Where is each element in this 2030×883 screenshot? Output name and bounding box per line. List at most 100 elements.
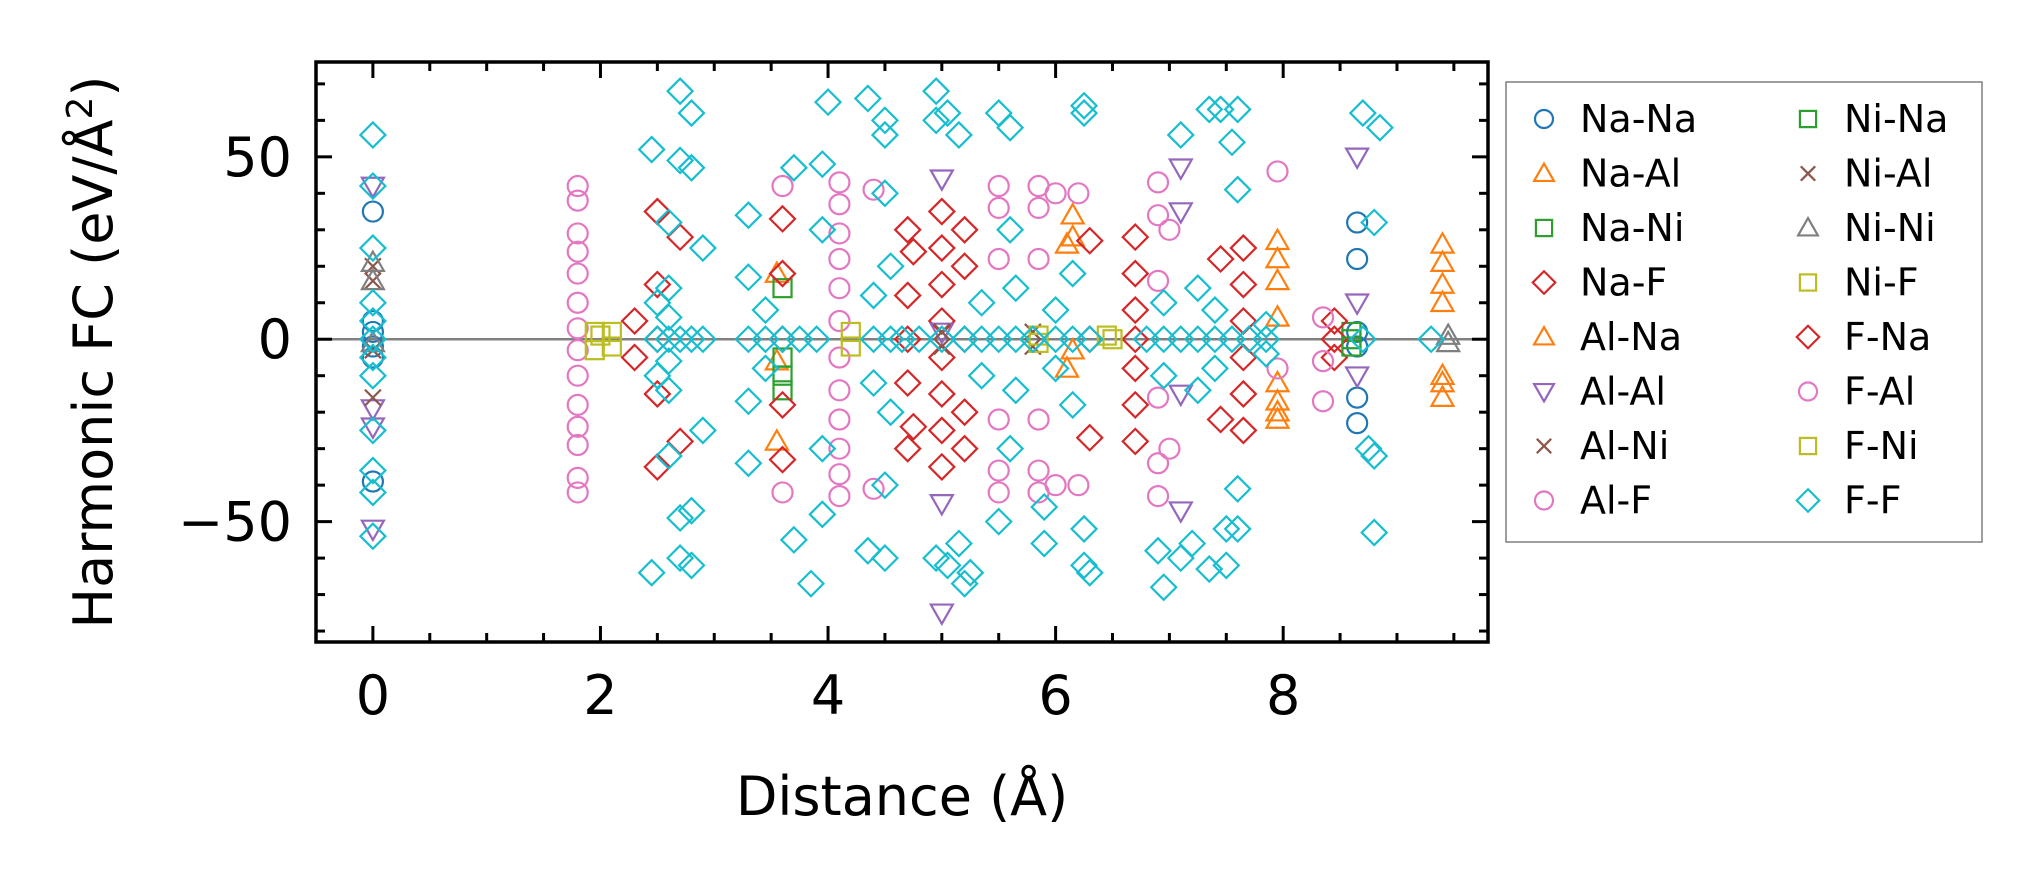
- data-point: [1266, 160, 1289, 183]
- legend-label: Na-Ni: [1580, 206, 1684, 250]
- data-point: [828, 408, 851, 431]
- data-point: [828, 437, 851, 460]
- data-point: [772, 380, 793, 401]
- data-point: [987, 408, 1010, 431]
- data-point: [967, 361, 996, 390]
- data-point: [1044, 182, 1067, 205]
- data-point: [1167, 384, 1194, 408]
- data-point: [1018, 325, 1047, 354]
- data-point: [358, 325, 387, 354]
- data-point: [1070, 99, 1099, 128]
- data-point: [1183, 376, 1212, 405]
- legend-item: F-Ni: [1798, 424, 1919, 468]
- legend-marker: [1797, 381, 1819, 402]
- data-point: [1041, 295, 1070, 325]
- data-points: [358, 77, 1462, 627]
- data-point: [1001, 274, 1030, 303]
- data-point: [734, 449, 763, 478]
- data-point: [1121, 354, 1150, 383]
- data-point: [967, 288, 996, 317]
- data-point: [1229, 416, 1258, 445]
- data-point: [654, 441, 683, 471]
- data-point: [1223, 474, 1252, 503]
- data-point: [927, 197, 956, 226]
- data-point: [927, 343, 956, 372]
- data-point: [1067, 474, 1090, 497]
- data-point: [1121, 223, 1150, 252]
- data-point: [862, 477, 885, 500]
- data-point: [1121, 325, 1150, 354]
- y-axis-title-main: Harmonic FC (eV/Å: [61, 119, 125, 628]
- data-point: [1429, 369, 1456, 393]
- data-point: [637, 558, 666, 587]
- data-point: [666, 427, 695, 456]
- data-point: [1027, 459, 1050, 482]
- data-point: [1311, 306, 1335, 329]
- plot-frame: [314, 60, 1490, 644]
- data-point: [643, 361, 672, 390]
- data-point: [637, 135, 666, 164]
- data-point: [813, 88, 843, 117]
- data-point: [1195, 554, 1224, 584]
- data-point: [358, 233, 387, 263]
- data-point: [905, 325, 934, 354]
- data-point: [1252, 325, 1281, 354]
- data-point: [359, 176, 386, 200]
- data-point: [987, 459, 1010, 482]
- legend-label: F-Ni: [1844, 424, 1919, 468]
- legend-label: Ni-Ni: [1844, 206, 1936, 250]
- legend-label: Na-Na: [1580, 97, 1697, 141]
- data-point: [1252, 310, 1281, 339]
- data-point: [566, 317, 589, 340]
- data-point: [808, 434, 837, 463]
- data-point: [1075, 325, 1104, 354]
- data-point: [566, 433, 589, 457]
- data-point: [358, 120, 387, 150]
- data-point: [1320, 325, 1349, 354]
- data-point: [666, 223, 695, 252]
- data-point: [677, 496, 706, 525]
- data-point: [361, 320, 384, 344]
- legend-item: Ni-Na: [1798, 97, 1948, 141]
- data-point: [643, 379, 672, 409]
- data-point: [1229, 379, 1258, 409]
- data-point: [950, 252, 979, 281]
- legend-item: Na-F: [1531, 261, 1667, 305]
- data-point: [893, 281, 922, 310]
- legend-label: Al-F: [1580, 479, 1652, 523]
- axis-ticks: [314, 62, 1488, 642]
- data-point: [358, 478, 387, 507]
- data-point: [828, 277, 851, 300]
- data-point: [987, 174, 1010, 198]
- data-point: [654, 376, 683, 405]
- legend-box: [1505, 81, 1983, 543]
- legend-item: Na-Na: [1533, 97, 1697, 141]
- legend-marker: [1800, 165, 1816, 182]
- legend-item: Al-Ni: [1536, 424, 1669, 468]
- data-point: [944, 529, 973, 558]
- data-point: [620, 343, 649, 372]
- data-point: [956, 558, 985, 587]
- data-point: [1027, 408, 1050, 431]
- data-point: [1365, 113, 1394, 142]
- data-point: [870, 106, 899, 135]
- data-point: [1070, 514, 1099, 543]
- legend-label: Na-F: [1580, 261, 1667, 305]
- legend: Na-Na Na-Al Na-Ni Na-F Al-Na Al-Al Al-Ni Al-F Ni…: [1505, 81, 1983, 543]
- data-point: [1348, 325, 1377, 354]
- data-point: [899, 237, 928, 266]
- data-point: [1075, 558, 1104, 587]
- data-point: [361, 200, 384, 223]
- data-point: [358, 288, 387, 317]
- data-point: [751, 354, 780, 383]
- data-point: [933, 99, 962, 128]
- data-point: [922, 544, 951, 573]
- data-point: [361, 470, 384, 493]
- x-tick-label: 8: [1266, 664, 1300, 727]
- data-point: [1212, 551, 1241, 580]
- legend-label: Al-Na: [1580, 315, 1682, 359]
- data-point: [802, 325, 831, 354]
- series-ni-al: [364, 272, 951, 407]
- data-point: [828, 346, 851, 369]
